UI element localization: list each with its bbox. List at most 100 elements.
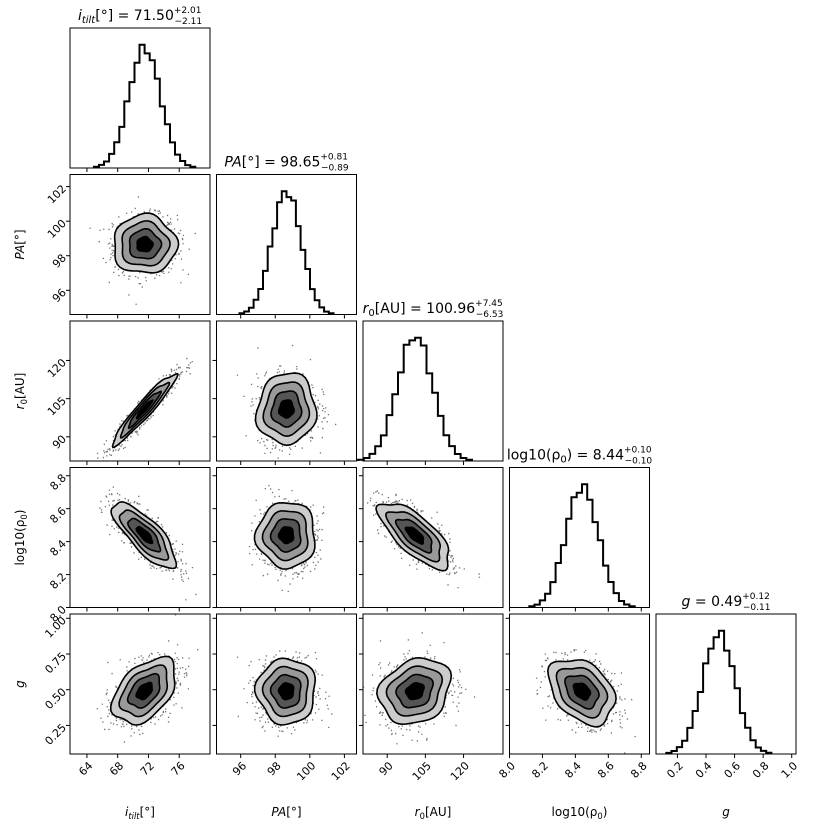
x-tick-label: 100 [294,759,318,783]
tail-points [96,614,199,743]
scatter-r0-vs-PA [216,320,357,462]
y-tick-label: 1.00 [42,614,69,641]
contour-level-4 [277,526,295,545]
y-axis-label-r0: r0[AU] [13,373,29,410]
x-tick-label: 68 [107,759,126,778]
x-tick-label: 96 [230,759,249,778]
histogram-PA: PA[°] = 98.65+0.81 −0.89 [216,153,357,315]
contour-level-4 [277,399,295,419]
y-tick-label: 0.75 [42,650,69,677]
x-axis-label-PA: PA[°] [271,805,301,819]
contour-level-4 [135,525,154,545]
title-itilt: itilt[°] = 71.50+2.01 −2.11 [78,6,202,27]
contour-level-4 [135,681,154,701]
scatter-points-r0-vs-PA [236,344,337,459]
x-tick-label: 102 [329,759,353,783]
panel-frame [69,467,211,608]
panel-frame-PA [216,174,357,315]
histogram-r0: r0[AU] = 100.96+7.45 −6.53 [357,299,504,462]
x-tick-label: 8.2 [529,759,551,781]
title-g: g = 0.49+0.12 −0.11 [682,592,771,613]
y-tick-label: 90 [50,433,69,452]
scatter-points-g-vs-itilt [96,614,199,743]
tail-points [236,344,337,459]
panel-frame [69,320,211,462]
scatter-points-PA-vs-itilt [89,196,196,305]
scatter-g-vs-logrho [509,613,650,755]
y-tick-label: 8.6 [47,504,69,526]
panel-frame-r0 [362,320,504,462]
x-tick-label: 0.6 [721,759,743,781]
panel-frame [216,467,357,608]
x-tick-label: 8.4 [562,759,584,781]
x-axis-label-itilt: itilt[°] [125,805,155,821]
panel-frame-g [655,613,797,755]
histogram-steps-r0 [357,336,473,461]
histogram-steps-g [665,629,773,754]
scatter-g-vs-r0 [362,613,504,755]
scatter-points-r0-vs-itilt [96,357,193,461]
y-tick-label: 120 [45,356,69,380]
panel-frame [69,613,211,755]
histogram-steps-PA [238,190,335,315]
x-tick-label: 0.2 [664,759,686,781]
x-tick-label: 98 [265,759,284,778]
contour-level-4 [136,235,154,253]
y-tick-label: 98 [50,251,69,270]
tail-points [89,196,196,305]
contour-level-4 [404,526,425,545]
scatter-points-g-vs-PA [236,650,333,737]
x-tick-label: 64 [76,759,95,778]
x-tick-label: 120 [448,759,472,783]
y-axis-label-g: g [13,680,27,688]
y-tick-label: 0.25 [42,721,69,748]
contour-level-4 [135,399,154,420]
scatter-points-logrho-vs-PA [248,485,325,592]
contour-level-4 [404,681,425,701]
x-tick-label: 8.0 [496,759,518,781]
x-tick-label: 0.8 [750,759,772,781]
x-tick-label: 1.0 [779,759,801,781]
scatter-points-logrho-vs-itilt [99,486,197,601]
histogram-steps-logrho [528,483,636,608]
contour-level-4 [277,682,295,701]
scatter-r0-vs-itilt [69,320,211,462]
scatter-points-g-vs-logrho [535,649,636,754]
title-r0: r0[AU] = 100.96+7.45 −6.53 [363,299,504,320]
panel-frame [362,467,504,608]
histogram-logrho: log10(ρ0) = 8.44+0.10 −0.10 [507,446,653,608]
panel-frame-itilt [69,27,211,169]
scatter-PA-vs-itilt [69,174,211,315]
scatter-points-g-vs-r0 [363,632,476,745]
x-tick-label: 72 [138,759,157,778]
y-tick-label: 0.50 [42,685,69,712]
x-tick-label: 8.6 [595,759,617,781]
histogram-steps-itilt [92,43,197,168]
y-tick-label: 102 [45,182,69,206]
y-tick-label: 8.2 [47,570,69,592]
y-tick-label: 8.8 [47,471,69,493]
x-axis-label-logrho: log10(ρ0) [552,805,608,821]
y-tick-label: 105 [45,394,69,418]
tail-points [99,486,197,601]
y-tick-label: 96 [50,286,69,305]
y-axis-label-PA: PA[°] [13,229,27,259]
y-tick-label: 100 [45,217,69,241]
scatter-logrho-vs-itilt [69,467,211,608]
scatter-logrho-vs-r0 [362,467,504,608]
histogram-g: g = 0.49+0.12 −0.11 [655,592,797,755]
panel-frame [216,320,357,462]
panel-frame [509,613,650,755]
y-tick-label: 8.4 [47,537,69,559]
x-tick-label: 0.4 [693,759,715,781]
x-tick-label: 76 [169,759,188,778]
tail-points [236,650,333,737]
panel-frame [216,613,357,755]
x-tick-label: 8.8 [628,759,650,781]
title-logrho: log10(ρ0) = 8.44+0.10 −0.10 [507,446,653,467]
panel-frame [69,174,211,315]
title-PA: PA[°] = 98.65+0.81 −0.89 [224,153,348,174]
panel-frame [362,613,504,755]
x-tick-label: 105 [410,759,434,783]
